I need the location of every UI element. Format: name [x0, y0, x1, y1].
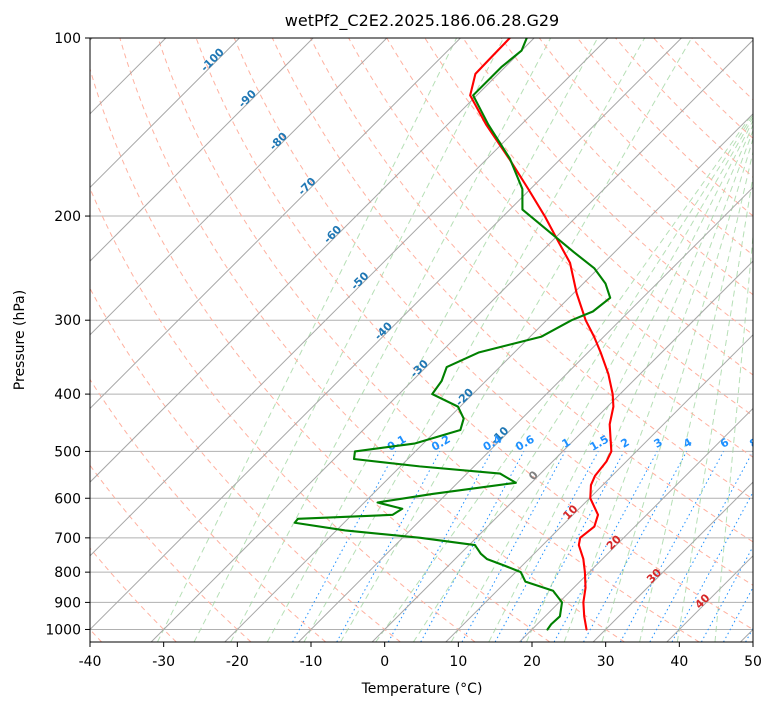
isotherm-line	[90, 38, 314, 262]
mixing-ratio-label: 8	[747, 436, 760, 451]
plot-frame	[89, 37, 754, 643]
isotherm-line	[90, 38, 461, 410]
y-tick-label: 300	[54, 313, 81, 329]
dewpoint-profile-line	[293, 38, 612, 631]
moist-adiabat-line	[230, 38, 552, 642]
dry-adiabat-line	[348, 38, 753, 458]
moist-adiabat-line	[193, 38, 505, 642]
dry-adiabat-line	[119, 38, 625, 642]
dry-adiabat-line	[386, 38, 753, 417]
dry-adiabat-line	[90, 547, 177, 642]
dry-adiabat-lines	[90, 38, 753, 642]
isotherm-line	[90, 38, 388, 336]
isotherm-line	[90, 38, 609, 557]
moist-adiabat-line	[639, 149, 753, 642]
y-tick-label: 800	[54, 565, 81, 581]
y-tick-label: 1000	[45, 622, 81, 638]
y-tick-label: 700	[54, 531, 81, 547]
isotherm-line	[90, 38, 682, 631]
dry-adiabat-line	[233, 38, 753, 586]
temperature-profile-line	[469, 38, 615, 631]
x-tick-label: 0	[380, 654, 389, 670]
dry-adiabat-line	[90, 67, 551, 642]
x-tick-label: -20	[226, 654, 249, 670]
moist-adiabat-line	[375, 112, 753, 642]
x-tick-label: -10	[300, 654, 323, 670]
x-tick-label: 50	[744, 654, 762, 670]
y-tick-label: 100	[54, 31, 81, 47]
moist-adiabat-line	[157, 38, 458, 642]
profile-lines	[293, 38, 615, 631]
dry-adiabat-line	[500, 38, 753, 296]
moist-adiabat-line	[676, 173, 753, 642]
y-tick-label: 600	[54, 491, 81, 507]
dry-adiabat-line	[90, 464, 252, 642]
isotherm-line	[150, 39, 753, 642]
moist-adiabat-line	[526, 123, 753, 642]
moist-adiabat-line	[266, 38, 599, 642]
x-tick-label: 10	[449, 654, 467, 670]
y-axis-label: Pressure (hPa)	[12, 290, 28, 390]
moist-adiabat-line	[601, 137, 753, 642]
x-axis-label: Temperature (°C)	[361, 681, 483, 697]
dry-adiabat-line	[195, 38, 753, 631]
isotherm-line	[371, 260, 753, 642]
x-tick-label: -40	[79, 654, 102, 670]
isotherm-line	[519, 407, 753, 642]
x-tick-label: -30	[152, 654, 175, 670]
y-tick-label: 500	[54, 444, 81, 460]
chart-title: wetPf2_C2E2.2025.186.06.28.G29	[285, 11, 559, 31]
x-tick-label: 30	[597, 654, 615, 670]
isotherm-line	[298, 186, 753, 642]
moist-adiabat-line	[303, 38, 646, 642]
isotherm-line	[445, 334, 753, 642]
x-tick-label: 40	[670, 654, 688, 670]
moist-adiabat-line	[714, 231, 753, 642]
dry-adiabat-line	[90, 378, 327, 642]
x-axis: -40 -30 -20 -10 0 10 20 30 40 50	[79, 642, 762, 670]
moist-adiabat-line	[488, 119, 753, 642]
x-tick-label: 20	[523, 654, 541, 670]
isotherm-line	[592, 481, 753, 642]
isotherm-line	[90, 38, 240, 189]
y-tick-label: 900	[54, 595, 81, 611]
y-axis: 100 200 300 400 500 600 700 800 900 1000	[45, 31, 90, 638]
isotherm-line	[90, 38, 535, 483]
y-tick-label: 400	[54, 387, 81, 403]
moist-adiabat-line	[563, 129, 753, 642]
moist-adiabat-line	[412, 114, 753, 642]
dry-adiabat-line	[90, 187, 476, 642]
y-tick-label: 200	[54, 209, 81, 225]
